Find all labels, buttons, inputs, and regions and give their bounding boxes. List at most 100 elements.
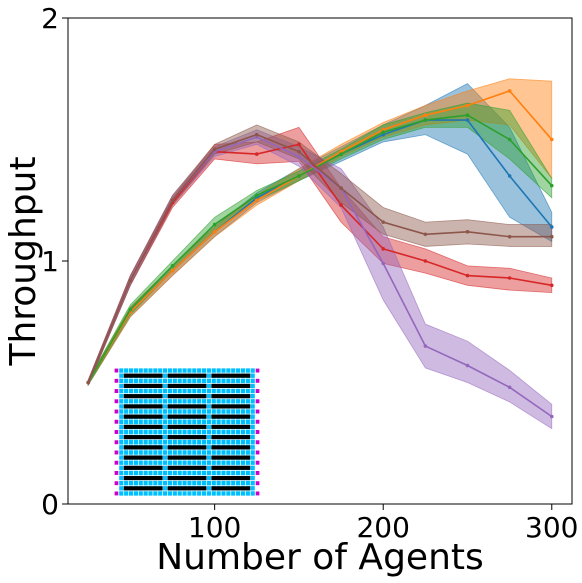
- inset-shelf: [167, 445, 207, 450]
- series-2-point: [549, 137, 554, 142]
- inset-station: [114, 389, 119, 393]
- series-6-point: [549, 234, 554, 239]
- series-6-band: [87, 124, 553, 386]
- series-1-point: [465, 118, 470, 122]
- inset-station: [114, 368, 119, 373]
- series-6-point: [297, 149, 301, 154]
- inset-station: [255, 481, 260, 486]
- inset-station: [255, 409, 260, 414]
- series-5-band: [87, 129, 553, 430]
- series-3-point: [381, 130, 386, 135]
- inset-shelf: [211, 476, 251, 481]
- inset-station: [255, 378, 260, 383]
- inset-shelf: [167, 394, 207, 399]
- inset-station: [114, 460, 119, 465]
- series-6-point: [170, 198, 175, 203]
- inset-shelf: [167, 476, 207, 481]
- series-2-point: [465, 103, 470, 108]
- warehouse-map-inset: [113, 367, 261, 497]
- inset-shelf: [123, 383, 163, 388]
- inset-shelf: [167, 383, 207, 388]
- inset-shelf: [123, 414, 163, 419]
- series-3-point: [339, 152, 343, 156]
- inset-station: [255, 450, 260, 455]
- confidence-bands: [87, 78, 553, 430]
- inset-shelf: [123, 455, 163, 460]
- axis-ticks: 100 200 300 0 1 2: [41, 2, 578, 544]
- inset-shelf: [123, 476, 163, 481]
- series-6-point: [212, 147, 217, 152]
- series-2-point: [170, 268, 175, 273]
- x-tick-label: 300: [525, 511, 578, 544]
- y-tick-label: 1: [41, 245, 59, 278]
- x-tick-label: 200: [356, 511, 409, 544]
- series-3-point: [297, 174, 301, 178]
- series-5-point: [465, 363, 470, 368]
- series-6-point: [254, 132, 259, 137]
- inset-station: [114, 440, 119, 445]
- series-lines: [86, 89, 554, 419]
- inset-shelf: [211, 404, 251, 409]
- series-5-point: [297, 154, 301, 159]
- inset-shelf: [211, 455, 251, 460]
- series-3-point: [549, 183, 554, 188]
- inset-shelf: [167, 486, 207, 491]
- inset-station: [114, 450, 119, 455]
- inset-shelf: [211, 435, 251, 440]
- series-4-point: [339, 203, 343, 207]
- series-2-line: [87, 89, 553, 383]
- series-4-point: [254, 152, 259, 156]
- series-4-point: [423, 259, 428, 263]
- inset-shelf: [211, 394, 251, 399]
- series-4-line: [87, 143, 552, 383]
- inset-station: [255, 491, 260, 496]
- series-5-point: [381, 261, 386, 266]
- series-2-point: [254, 198, 259, 203]
- series-3-point: [507, 137, 512, 142]
- series-6-point: [465, 230, 470, 234]
- inset-shelf: [123, 404, 163, 409]
- inset-station: [114, 471, 119, 475]
- inset-shelf: [167, 465, 207, 470]
- series-3-point: [212, 222, 217, 227]
- series-3-point: [254, 193, 259, 198]
- x-axis-title: Number of Agents: [156, 537, 484, 578]
- inset-shelf: [211, 373, 251, 378]
- inset-station: [114, 409, 119, 414]
- series-1-point: [507, 174, 512, 178]
- inset-shelf: [123, 394, 163, 399]
- inset-shelf: [167, 373, 207, 378]
- series-4-point: [465, 273, 470, 278]
- inset-shelf: [167, 424, 207, 429]
- series-6-point: [128, 278, 133, 283]
- series-6-line: [87, 133, 552, 383]
- series-6-point: [86, 380, 91, 385]
- inset-shelf: [211, 486, 251, 491]
- series-4-point: [381, 247, 386, 251]
- inset-station: [255, 440, 260, 445]
- series-4-point: [549, 283, 554, 288]
- inset-station: [255, 399, 260, 404]
- series-6-point: [381, 220, 386, 224]
- inset-shelf: [211, 414, 251, 419]
- inset-shelf: [167, 435, 207, 440]
- inset-shelf: [123, 465, 163, 470]
- inset-station: [255, 430, 260, 434]
- inset-station: [255, 389, 260, 393]
- inset-shelf: [211, 424, 251, 429]
- series-5-point: [507, 385, 512, 390]
- y-tick-label: 2: [41, 2, 59, 35]
- inset-station: [114, 378, 119, 383]
- inset-shelf: [167, 414, 207, 419]
- inset-shelf: [211, 465, 251, 470]
- series-3-point: [128, 307, 133, 312]
- inset-station: [255, 471, 260, 475]
- series-2-point: [423, 113, 428, 117]
- inset-station: [114, 481, 119, 486]
- inset-station: [114, 419, 119, 424]
- series-6-point: [507, 234, 512, 239]
- series-6-point: [423, 232, 428, 237]
- inset-shelf: [211, 383, 251, 388]
- series-4-point: [297, 142, 301, 147]
